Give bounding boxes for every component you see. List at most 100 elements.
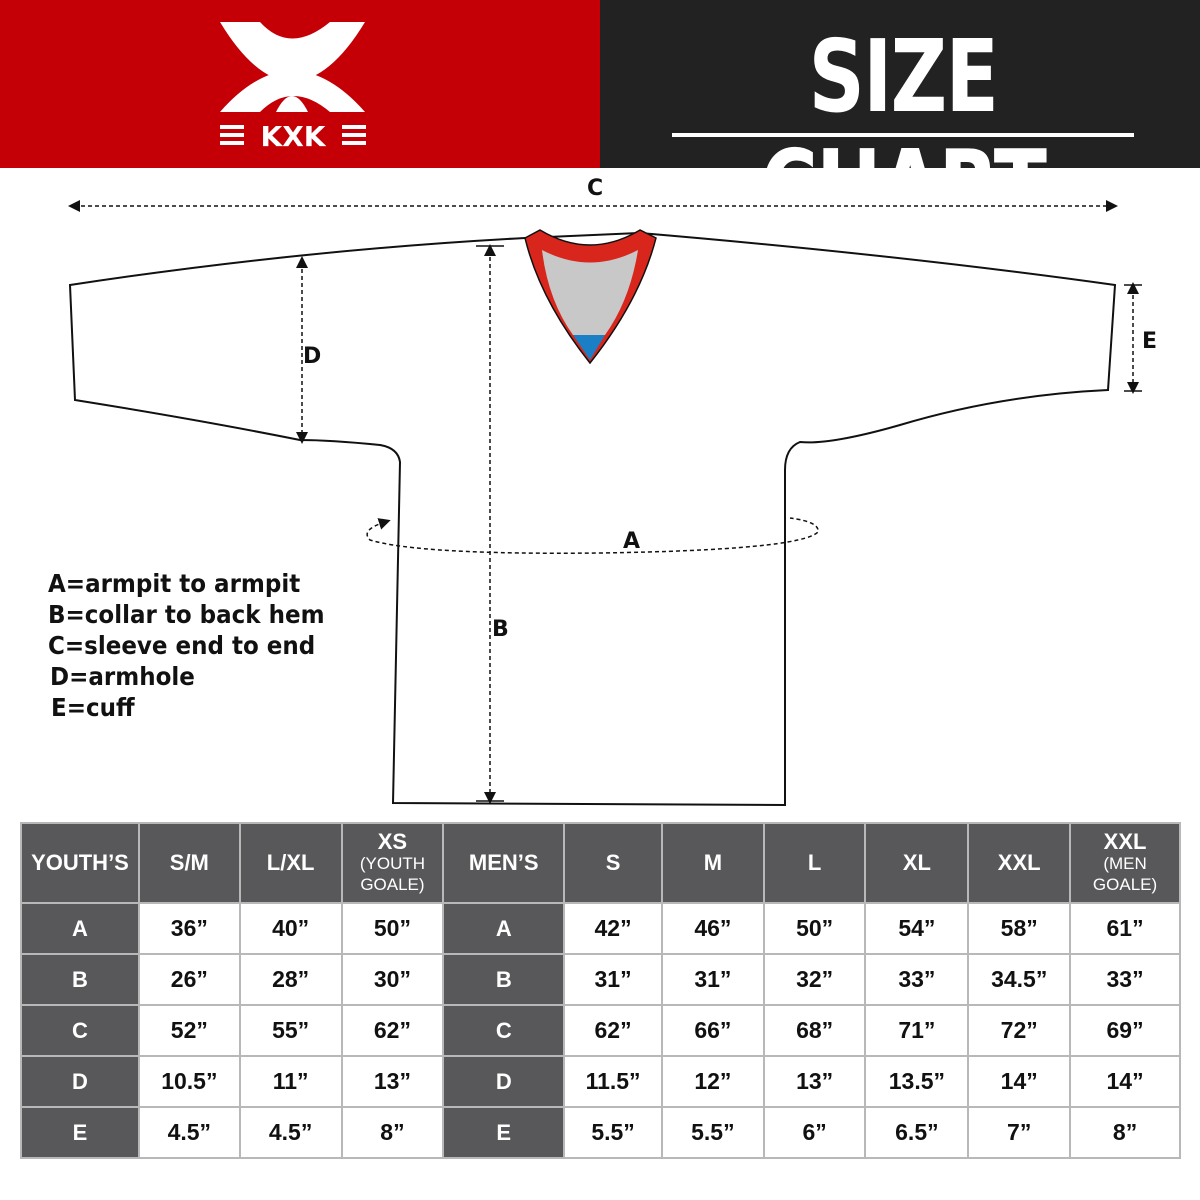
- row-label-men: B: [442, 953, 566, 1006]
- dimension-a-ellipse: [366, 517, 819, 554]
- column-header-sublabel: (YOUTH GOALE): [359, 854, 426, 894]
- collar: [524, 229, 657, 365]
- youth-size-cell: 4.5”: [238, 1106, 343, 1159]
- row-label-youth: D: [20, 1055, 140, 1108]
- column-header: XS (YOUTH GOALE): [340, 822, 445, 904]
- men-size-cell: 5.5”: [563, 1106, 663, 1159]
- youth-size-cell: 62”: [340, 1004, 445, 1057]
- men-size-cell: 14”: [1069, 1055, 1181, 1108]
- table-row: D 10.5” 11” 13” D 11.5” 12” 13” 13.5” 14” 14”: [20, 1055, 1181, 1108]
- men-size-cell: 54”: [864, 902, 970, 955]
- row-label-youth: E: [20, 1106, 140, 1159]
- youth-size-cell: 26”: [137, 953, 241, 1006]
- column-header-label: YOUTH’S: [31, 850, 129, 875]
- men-size-cell: 13.5”: [864, 1055, 970, 1108]
- men-size-cell: 8”: [1069, 1106, 1181, 1159]
- men-size-cell: 71”: [864, 1004, 970, 1057]
- column-header-label: XXL: [997, 850, 1041, 875]
- men-size-cell: 33”: [1069, 953, 1181, 1006]
- size-table: YOUTH’S S/M L/XL XS (YOUTH GOALE) MEN’S S M L XL X…: [20, 822, 1181, 1159]
- youth-size-cell: 52”: [137, 1004, 241, 1057]
- column-header: XXL (MEN GOALE): [1069, 822, 1181, 904]
- jersey-diagram: [68, 200, 1142, 807]
- table-row: E 4.5” 4.5” 8” E 5.5” 5.5” 6” 6.5” 7” 8”: [20, 1106, 1181, 1159]
- row-label-youth: A: [20, 902, 140, 955]
- column-header: M: [660, 822, 765, 904]
- label-b: B: [492, 617, 509, 642]
- legend-item: B=collar to back hem: [48, 600, 325, 629]
- youth-size-cell: 13”: [340, 1055, 445, 1108]
- youth-size-cell: 28”: [238, 953, 343, 1006]
- column-header: S/M: [137, 822, 241, 904]
- men-size-cell: 7”: [967, 1106, 1072, 1159]
- men-size-cell: 69”: [1069, 1004, 1181, 1057]
- kxk-logo: KXK: [220, 22, 366, 153]
- column-header: L/XL: [238, 822, 343, 904]
- brand-banner: KXK: [0, 0, 600, 168]
- men-size-cell: 72”: [967, 1004, 1072, 1057]
- men-size-cell: 62”: [563, 1004, 663, 1057]
- column-header: S: [563, 822, 663, 904]
- column-header-label: S: [605, 850, 621, 875]
- men-size-cell: 34.5”: [967, 953, 1072, 1006]
- legend-item: E=cuff: [51, 693, 135, 722]
- column-header: XXL: [967, 822, 1072, 904]
- column-header-label: L: [807, 850, 822, 875]
- men-size-cell: 31”: [660, 953, 765, 1006]
- men-size-cell: 58”: [967, 902, 1072, 955]
- column-header-label: M: [703, 850, 723, 875]
- column-header-sublabel: (MEN GOALE): [1092, 854, 1158, 894]
- men-size-cell: 11.5”: [563, 1055, 663, 1108]
- legend-item: D=armhole: [50, 662, 195, 691]
- men-size-cell: 32”: [762, 953, 867, 1006]
- table-row: A 36” 40” 50” A 42” 46” 50” 54” 58” 61”: [20, 902, 1181, 955]
- men-size-cell: 46”: [660, 902, 765, 955]
- row-label-men: D: [442, 1055, 566, 1108]
- svg-text:KXK: KXK: [261, 120, 327, 153]
- legend-item: A=armpit to armpit: [48, 569, 301, 598]
- column-header: MEN’S: [442, 822, 566, 904]
- youth-size-cell: 11”: [238, 1055, 343, 1108]
- youth-size-cell: 55”: [238, 1004, 343, 1057]
- youth-size-cell: 36”: [137, 902, 241, 955]
- youth-size-cell: 4.5”: [137, 1106, 241, 1159]
- column-header-label: XL: [902, 850, 931, 875]
- column-header-label: XXL: [1103, 829, 1147, 854]
- title-underline: [672, 133, 1134, 137]
- youth-size-cell: 8”: [340, 1106, 445, 1159]
- table-row: B 26” 28” 30” B 31” 31” 32” 33” 34.5” 33”: [20, 953, 1181, 1006]
- row-label-men: A: [442, 902, 566, 955]
- youth-size-cell: 30”: [340, 953, 445, 1006]
- column-header-label: L/XL: [266, 850, 315, 875]
- row-label-men: C: [442, 1004, 566, 1057]
- men-size-cell: 6”: [762, 1106, 867, 1159]
- label-e: E: [1142, 329, 1158, 354]
- men-size-cell: 42”: [563, 902, 663, 955]
- youth-size-cell: 10.5”: [137, 1055, 241, 1108]
- jersey-outline: [68, 231, 1117, 807]
- column-header: YOUTH’S: [20, 822, 140, 904]
- column-header-label: XS: [377, 829, 408, 854]
- measurement-legend: A=armpit to armpit B=collar to back hem …: [48, 568, 349, 723]
- column-header: XL: [864, 822, 970, 904]
- men-size-cell: 50”: [762, 902, 867, 955]
- title-banner: [600, 0, 1200, 168]
- men-size-cell: 33”: [864, 953, 970, 1006]
- page-title: SIZE CHART: [760, 18, 1047, 245]
- label-a: A: [623, 529, 641, 554]
- row-label-youth: C: [20, 1004, 140, 1057]
- legend-item: C=sleeve end to end: [48, 631, 316, 660]
- table-header-row: YOUTH’S S/M L/XL XS (YOUTH GOALE) MEN’S S M L XL X…: [20, 822, 1181, 904]
- men-size-cell: 61”: [1069, 902, 1181, 955]
- men-size-cell: 14”: [967, 1055, 1072, 1108]
- youth-size-cell: 40”: [238, 902, 343, 955]
- label-c: C: [587, 176, 604, 201]
- label-d: D: [303, 344, 322, 369]
- men-size-cell: 12”: [660, 1055, 765, 1108]
- men-size-cell: 13”: [762, 1055, 867, 1108]
- men-size-cell: 5.5”: [660, 1106, 765, 1159]
- row-label-youth: B: [20, 953, 140, 1006]
- men-size-cell: 68”: [762, 1004, 867, 1057]
- table-row: C 52” 55” 62” C 62” 66” 68” 71” 72” 69”: [20, 1004, 1181, 1057]
- column-header: L: [762, 822, 867, 904]
